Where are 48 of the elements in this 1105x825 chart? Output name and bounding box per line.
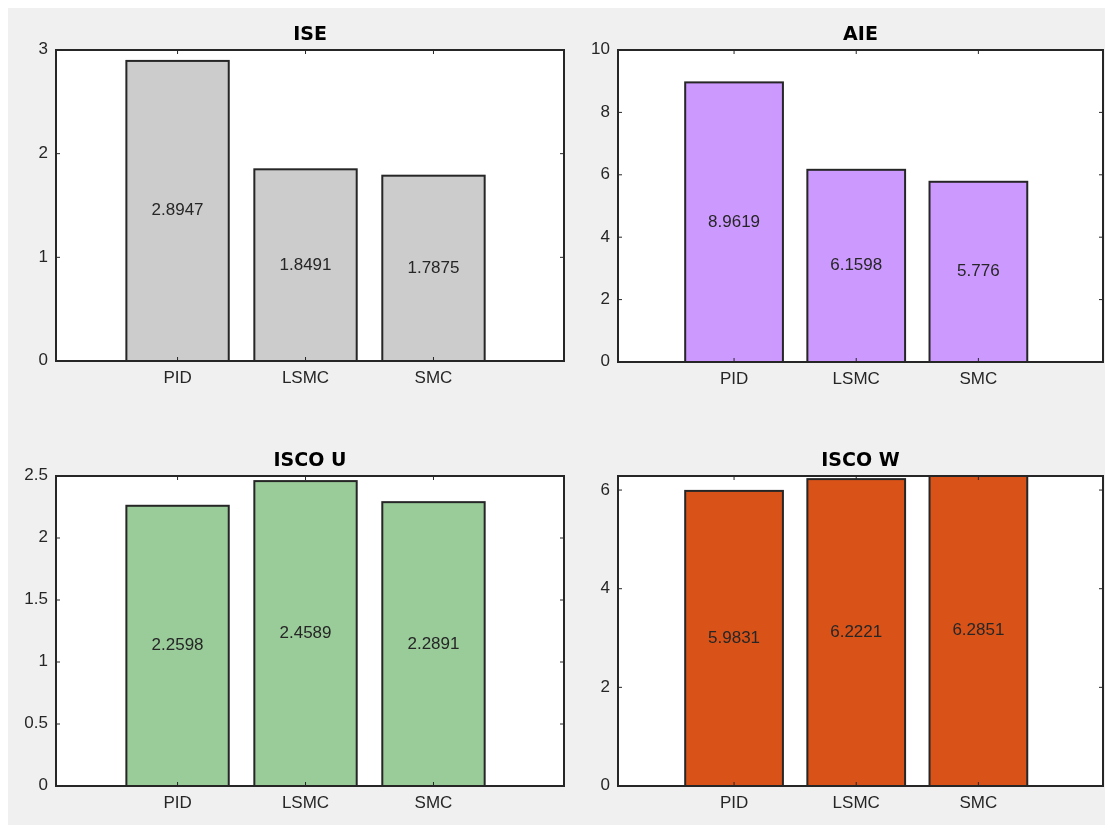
y-tick-label: 1 xyxy=(38,246,48,266)
y-tick-label: 2 xyxy=(600,289,610,309)
x-tick-label: LSMC xyxy=(281,793,330,812)
x-tick-label: PID xyxy=(719,369,749,388)
y-tick-label: 0.5 xyxy=(24,713,48,733)
x-tick-label: SMC xyxy=(959,369,998,388)
x-tick-label: SMC xyxy=(414,368,453,387)
y-tick-label: 2 xyxy=(600,676,610,696)
y-tick-label: 0 xyxy=(38,775,48,795)
chart-title: ISCO W xyxy=(821,448,900,470)
chart-title: ISCO U xyxy=(273,448,347,470)
data-label: 6.2221 xyxy=(830,622,883,642)
y-tick-label: 6 xyxy=(600,479,610,499)
x-tick-label: LSMC xyxy=(281,368,330,387)
y-tick-label: 0 xyxy=(600,351,610,371)
y-tick-label: 0 xyxy=(38,350,48,370)
x-tick-label: SMC xyxy=(414,793,453,812)
data-label: 2.8947 xyxy=(151,200,204,220)
chart-title: ISE xyxy=(293,22,327,44)
x-tick-label: PID xyxy=(163,793,192,812)
data-label: 6.2851 xyxy=(952,620,1005,640)
data-label: 6.1598 xyxy=(830,255,883,275)
y-tick-label: 2 xyxy=(38,527,48,547)
x-tick-label: LSMC xyxy=(832,369,880,388)
y-tick-label: 2 xyxy=(38,143,48,163)
y-tick-label: 1.5 xyxy=(24,589,48,609)
data-label: 5.776 xyxy=(957,261,1000,281)
chart-title: AIE xyxy=(843,22,878,44)
y-tick-label: 0 xyxy=(600,775,610,795)
x-tick-label: LSMC xyxy=(832,793,880,812)
data-label: 5.9831 xyxy=(708,627,761,647)
data-label: 1.8491 xyxy=(279,254,332,274)
y-tick-label: 3 xyxy=(38,39,48,59)
y-tick-label: 2.5 xyxy=(24,465,48,485)
data-label: 2.2598 xyxy=(151,635,204,655)
y-tick-label: 1 xyxy=(38,651,48,671)
x-tick-label: PID xyxy=(163,368,192,387)
data-label: 2.2891 xyxy=(407,633,460,653)
data-label: 2.4589 xyxy=(279,623,332,643)
y-tick-label: 6 xyxy=(600,164,610,184)
x-tick-label: SMC xyxy=(959,793,998,812)
data-label: 8.9619 xyxy=(708,211,761,231)
y-tick-label: 4 xyxy=(600,226,610,246)
y-tick-label: 8 xyxy=(600,101,610,121)
x-tick-label: PID xyxy=(719,793,749,812)
y-tick-label: 10 xyxy=(591,39,610,59)
y-tick-label: 4 xyxy=(600,578,610,598)
data-label: 1.7875 xyxy=(407,257,460,277)
